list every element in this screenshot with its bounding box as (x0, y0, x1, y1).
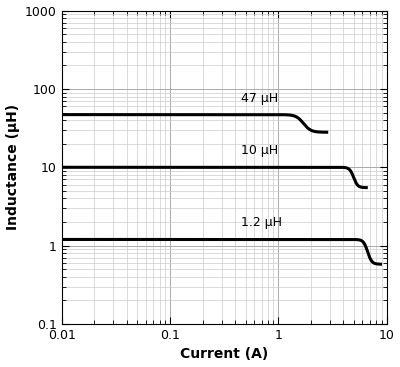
Y-axis label: Inductance (μH): Inductance (μH) (6, 104, 20, 230)
X-axis label: Current (A): Current (A) (180, 348, 268, 361)
Text: 47 μH: 47 μH (241, 92, 278, 105)
Text: 10 μH: 10 μH (241, 144, 278, 157)
Text: 1.2 μH: 1.2 μH (241, 216, 282, 229)
